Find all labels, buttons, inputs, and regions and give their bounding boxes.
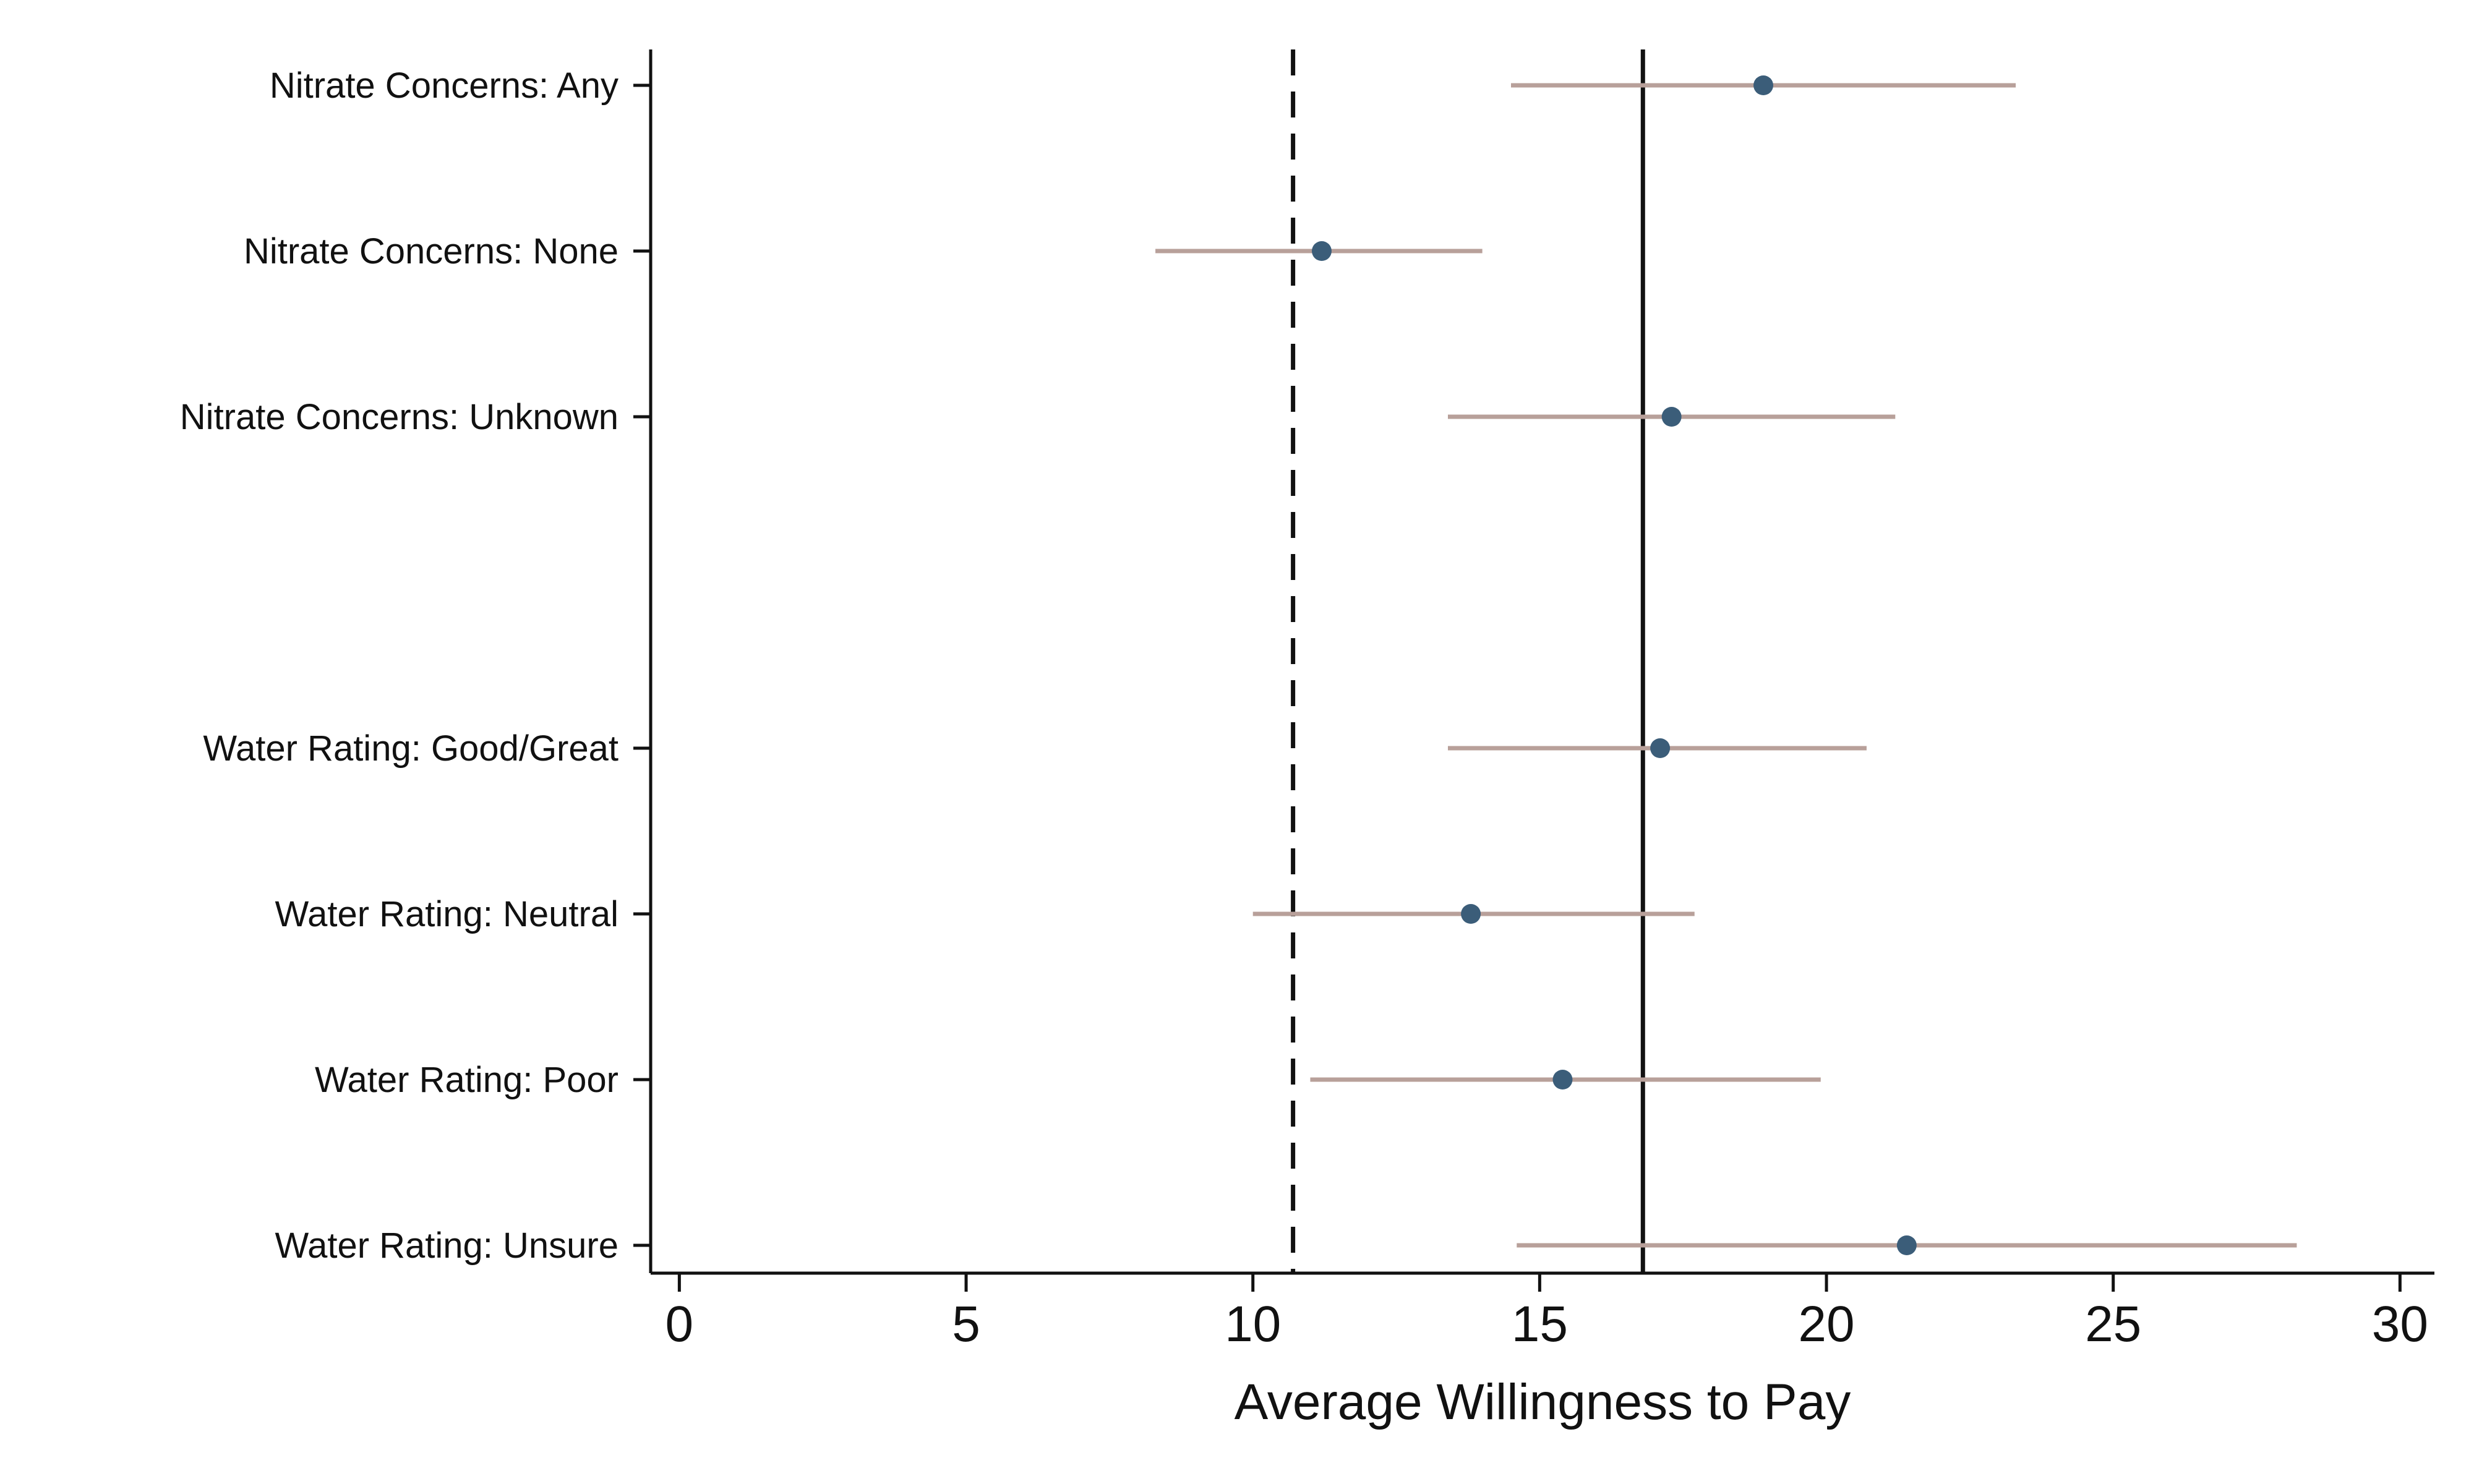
x-axis-title: Average Willingness to Pay bbox=[1235, 1374, 1851, 1430]
x-tick-label: 15 bbox=[1512, 1296, 1568, 1352]
x-tick-label: 5 bbox=[952, 1296, 980, 1352]
y-tick-label: Water Rating: Unsure bbox=[275, 1226, 618, 1266]
point-estimate bbox=[1661, 407, 1682, 427]
point-estimate bbox=[1552, 1070, 1573, 1090]
reference-lines bbox=[1291, 49, 1645, 1273]
point-estimate bbox=[1461, 904, 1481, 924]
point-estimate bbox=[1311, 241, 1332, 261]
x-tick-label: 10 bbox=[1225, 1296, 1281, 1352]
y-tick-label: Nitrate Concerns: None bbox=[244, 231, 618, 271]
y-tick-label: Water Rating: Poor bbox=[315, 1060, 618, 1100]
x-tick-label: 20 bbox=[1798, 1296, 1854, 1352]
point-estimate bbox=[1896, 1235, 1917, 1255]
y-tick-label: Water Rating: Good/Great bbox=[203, 728, 618, 769]
x-axis: 0 5 10 15 20 25 30 bbox=[651, 1271, 2434, 1352]
point-estimates bbox=[1311, 75, 1917, 1255]
x-tick-label: 0 bbox=[666, 1296, 694, 1352]
y-tick-label: Nitrate Concerns: Unknown bbox=[180, 397, 618, 437]
x-tick-label: 25 bbox=[2085, 1296, 2141, 1352]
y-axis: Nitrate Concerns: Any Nitrate Concerns: N… bbox=[180, 49, 653, 1273]
point-estimate bbox=[1753, 75, 1774, 95]
x-tick-label: 30 bbox=[2372, 1296, 2428, 1352]
y-tick-label: Nitrate Concerns: Any bbox=[270, 66, 618, 106]
point-estimate bbox=[1650, 738, 1671, 758]
y-tick-label: Water Rating: Neutral bbox=[275, 894, 618, 934]
